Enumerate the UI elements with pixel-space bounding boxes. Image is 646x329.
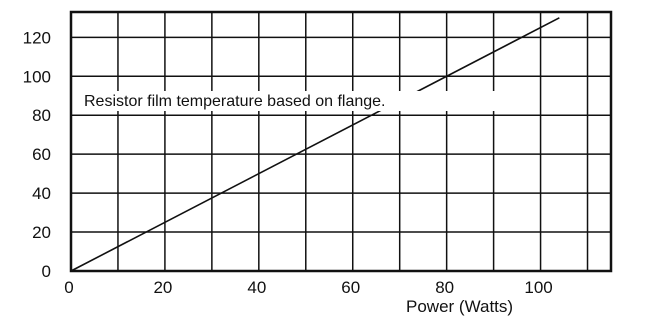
grid-lines xyxy=(70,11,612,272)
y-tick-label: 100 xyxy=(23,67,51,86)
x-tick-label: 80 xyxy=(435,278,454,297)
x-tick-label: 0 xyxy=(64,278,73,297)
x-tick-label: 100 xyxy=(524,278,552,297)
plot-border xyxy=(69,10,613,273)
x-tick-label: 20 xyxy=(153,278,172,297)
annotation-background xyxy=(80,91,500,111)
annotation-text: Resistor film temperature based on flang… xyxy=(84,93,385,110)
plot-frame xyxy=(69,10,613,273)
y-tick-label: 60 xyxy=(32,145,51,164)
y-tick-label: 80 xyxy=(32,106,51,125)
x-axis-title: Power (Watts) xyxy=(406,297,513,316)
y-tick-label: 20 xyxy=(32,223,51,242)
x-tick-label: 60 xyxy=(341,278,360,297)
y-tick-label: 40 xyxy=(32,184,51,203)
x-tick-labels: 0 20 40 60 80 100 xyxy=(64,278,552,297)
y-tick-label: 0 xyxy=(42,262,51,281)
series-line xyxy=(70,17,560,272)
y-tick-label: 120 xyxy=(23,28,51,47)
series-layer xyxy=(70,17,560,272)
x-axis-title-background xyxy=(404,294,532,318)
x-tick-label: 40 xyxy=(247,278,266,297)
y-tick-labels: 0 20 40 60 80 100 120 xyxy=(23,28,51,281)
